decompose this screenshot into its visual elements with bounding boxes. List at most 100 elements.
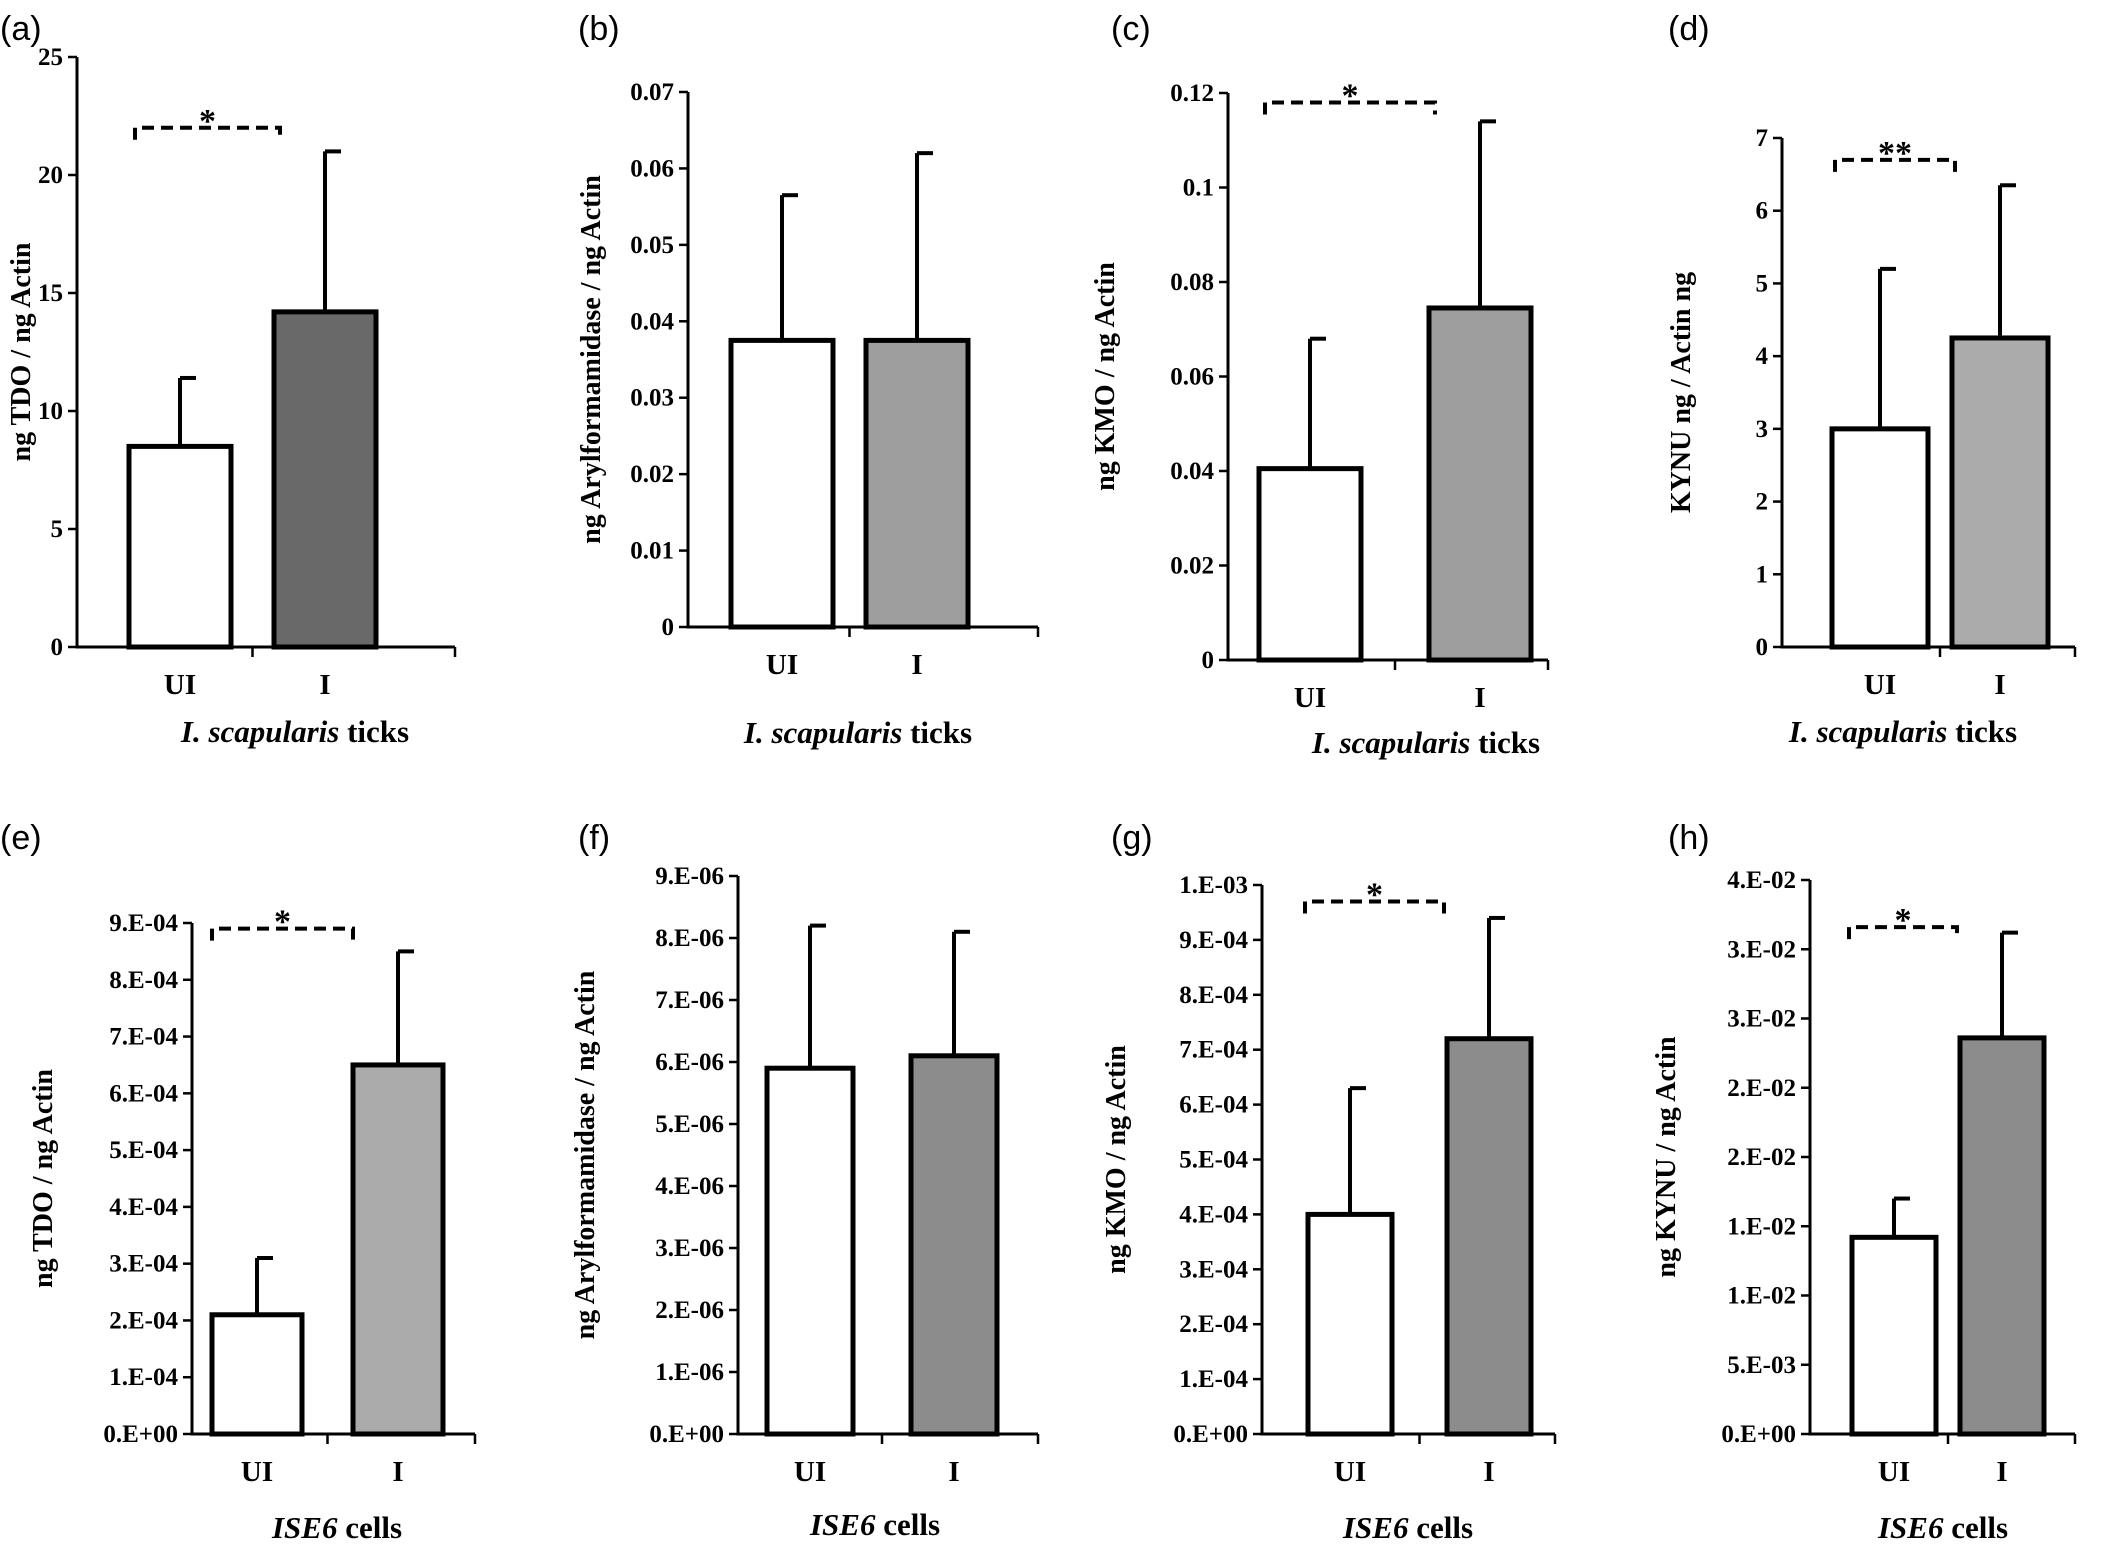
category-label: UI: [794, 1456, 826, 1488]
bar-ui: [1305, 1211, 1395, 1437]
y-tick-label: 1.E-06: [655, 1359, 724, 1386]
bar-ui: [1256, 466, 1364, 663]
category-label: I: [1474, 682, 1485, 714]
y-tick-label: 4.E-06: [655, 1173, 724, 1200]
chart-panel-e: (e) 0.E+00 1.E-04 2.E-04 3.E-04 4.E-04 5.E-04 6…: [0, 819, 477, 1544]
y-tick-label: 2.E-04: [109, 1307, 178, 1334]
y-tick-label: 7: [1756, 125, 1769, 152]
y-tick-label: 4.E-04: [1179, 1201, 1248, 1228]
category-label: UI: [241, 1456, 273, 1488]
y-tick-label: 20: [38, 162, 63, 189]
y-tick-label: 0.E+00: [1173, 1421, 1248, 1448]
y-tick-label: 6.E-06: [655, 1049, 724, 1076]
x-axis-label: ISE6 cells: [1342, 1510, 1473, 1544]
bar-ui: [764, 1065, 856, 1437]
y-tick-label: 0.E+00: [1721, 1421, 1796, 1448]
x-axis-label-italic: ISE6: [1342, 1510, 1409, 1544]
panel-label: (f): [578, 819, 610, 857]
y-tick-label: 5.E-04: [109, 1137, 178, 1164]
y-tick-label: 0.1: [1183, 175, 1214, 202]
y-tick-label: 1.E-04: [109, 1364, 178, 1391]
chart-panel-c: (c) 0 0.02 0.04 0.06 0.08 0.1 0.12 UI I * ng KMO / …: [1090, 10, 1550, 760]
y-axis-label: ng KMO / ng Actin: [1090, 262, 1121, 491]
y-tick-label: 0.03: [630, 385, 674, 412]
chart-panel-h: (h) 0.E+00 5.E-03 1.E-02 1.E-02 2.E-02 2.E-02 3…: [1651, 819, 2077, 1544]
y-tick-label: 2.E-04: [1179, 1311, 1248, 1338]
x-axis-label-rest: ticks: [1947, 714, 2017, 749]
category-label: UI: [1294, 682, 1326, 714]
x-axis-label: I. scapularis ticks: [1311, 725, 1540, 760]
y-tick-label: 9.E-04: [1179, 927, 1248, 954]
significance-bracket: [1833, 157, 1957, 172]
y-tick-label: 0: [1202, 647, 1215, 674]
y-tick-label: 2.E-02: [1727, 1144, 1796, 1171]
panel-label: (e): [0, 819, 42, 857]
x-axis-label: I. scapularis ticks: [180, 714, 409, 749]
panel-label: (a): [0, 10, 42, 48]
y-tick-label: 5.E-04: [1179, 1147, 1248, 1174]
y-tick-label: 9.E-06: [655, 863, 724, 890]
significance-bracket: [1303, 899, 1446, 914]
y-tick-label: 0.12: [1170, 80, 1214, 107]
chart-panel-g: (g) 0.E+00 1.E-04 2.E-04 3.E-04 4.E-04 5.E-04 6…: [1101, 819, 1557, 1544]
significance-marker: *: [1895, 902, 1912, 939]
chart-panel-a: (a) 0 5 10 15 20 25 UI I * ng TDO / ng Actin I. sca…: [0, 10, 457, 749]
category-label: I: [392, 1456, 403, 1488]
y-tick-label: 0.E+00: [103, 1421, 178, 1448]
y-tick-label: 2.E-06: [655, 1297, 724, 1324]
y-tick-label: 3: [1756, 416, 1769, 443]
y-axis-label: ng KMO / ng Actin: [1101, 1045, 1132, 1274]
y-tick-label: 0: [51, 634, 64, 661]
y-tick-label: 2.E-02: [1727, 1075, 1796, 1102]
x-axis-label-italic: ISE6: [1877, 1510, 1944, 1544]
y-tick-label: 4.E-02: [1727, 867, 1796, 894]
y-tick-label: 6.E-04: [109, 1080, 178, 1107]
x-axis-label-rest: cells: [1408, 1510, 1473, 1544]
x-axis-label-italic: I. scapularis: [743, 715, 902, 750]
y-tick-label: 5: [1756, 270, 1769, 297]
y-tick-label: 8.E-04: [109, 967, 178, 994]
category-label: UI: [1864, 669, 1896, 701]
y-tick-label: 0.08: [1170, 269, 1214, 296]
y-axis-label: KYNU ng / Actin ng: [1666, 272, 1697, 513]
y-tick-label: 8.E-06: [655, 925, 724, 952]
y-tick-label: 25: [38, 44, 63, 71]
significance-marker: **: [1878, 135, 1912, 172]
y-tick-label: 3.E-02: [1727, 936, 1796, 963]
y-tick-label: 8.E-04: [1179, 982, 1248, 1009]
panel-label: (g): [1111, 819, 1153, 857]
x-axis-label-rest: cells: [875, 1507, 940, 1542]
y-axis-label: ng Arylformamidase / ng Actin: [570, 970, 601, 1339]
significance-bracket: [210, 926, 355, 941]
category-label: UI: [1878, 1456, 1910, 1488]
y-tick-label: 0.02: [630, 461, 674, 488]
bar-i: [350, 1062, 446, 1437]
bar-i: [1426, 305, 1534, 663]
x-axis-label-italic: I. scapularis: [180, 714, 339, 749]
y-tick-label: 0.01: [630, 538, 674, 565]
y-tick-label: 0.04: [1170, 458, 1214, 485]
bar-ui: [209, 1312, 305, 1437]
y-tick-label: 15: [38, 280, 63, 307]
y-tick-label: 9.E-04: [109, 910, 178, 937]
y-tick-label: 3.E-06: [655, 1235, 724, 1262]
y-tick-label: 4.E-04: [109, 1194, 178, 1221]
y-axis-label: ng TDO / ng Actin: [6, 242, 37, 461]
bar-i: [863, 337, 971, 630]
y-tick-label: 7.E-04: [1179, 1037, 1248, 1064]
category-label: UI: [164, 669, 196, 701]
y-tick-label: 0.06: [630, 155, 674, 182]
y-tick-label: 3.E-02: [1727, 1006, 1796, 1033]
significance-bracket: [1847, 925, 1959, 940]
x-axis-label-rest: cells: [1943, 1510, 2008, 1544]
significance-marker: *: [1366, 876, 1383, 913]
category-label: I: [911, 649, 922, 681]
y-tick-label: 0.07: [630, 79, 674, 106]
bar-i: [1444, 1036, 1534, 1437]
bar-i: [271, 309, 379, 650]
category-label: UI: [766, 649, 798, 681]
category-label: I: [1996, 1456, 2007, 1488]
category-label: I: [948, 1456, 959, 1488]
bar-i: [908, 1053, 1000, 1437]
